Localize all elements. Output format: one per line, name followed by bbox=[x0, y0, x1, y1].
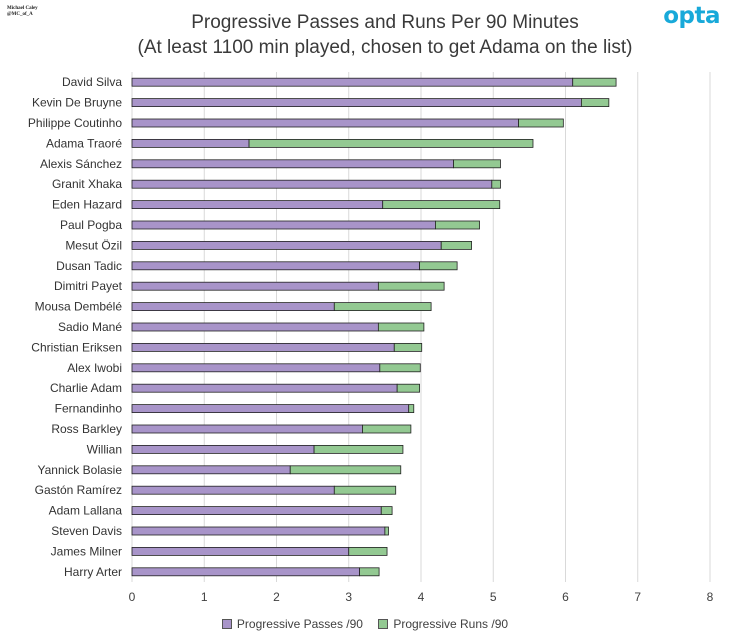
y-tick-label: Philippe Coutinho bbox=[28, 116, 122, 130]
bar-progressive-passes bbox=[131, 547, 350, 556]
bar-progressive-runs bbox=[379, 363, 421, 373]
bar-progressive-passes bbox=[131, 465, 291, 475]
x-tick-label-8: 8 bbox=[707, 590, 714, 604]
bar-progressive-runs bbox=[419, 261, 458, 271]
bar-progressive-runs bbox=[396, 383, 420, 393]
legend-swatch-runs bbox=[378, 618, 389, 629]
bar-progressive-runs bbox=[572, 77, 617, 87]
bar-progressive-passes bbox=[131, 342, 395, 352]
y-tick-label: David Silva bbox=[62, 75, 122, 89]
x-tick-label-6: 6 bbox=[562, 590, 569, 604]
y-tick-label: Alex Iwobi bbox=[67, 361, 122, 375]
bar-progressive-runs bbox=[518, 118, 564, 128]
y-tick-label: Adama Traoré bbox=[46, 136, 122, 150]
author-name: Michael Caley bbox=[7, 6, 38, 11]
x-tick-label-7: 7 bbox=[634, 590, 641, 604]
bar-progressive-passes bbox=[131, 383, 398, 393]
x-tick-label-1: 1 bbox=[201, 590, 208, 604]
y-tick-label: Eden Hazard bbox=[52, 198, 122, 212]
x-tick-label-2: 2 bbox=[273, 590, 280, 604]
bar-progressive-runs bbox=[440, 240, 472, 250]
bar-progressive-runs bbox=[380, 506, 393, 516]
y-tick-label: Sadio Mané bbox=[58, 320, 122, 334]
bar-progressive-runs bbox=[289, 465, 402, 475]
x-tick-label-3: 3 bbox=[345, 590, 352, 604]
bar-progressive-passes bbox=[131, 567, 360, 577]
y-tick-label: Harry Arter bbox=[64, 565, 122, 579]
bar-progressive-passes bbox=[131, 98, 582, 107]
bar-progressive-passes bbox=[131, 424, 363, 434]
bar-progressive-runs bbox=[393, 342, 423, 352]
y-tick-label: Kevin De Bruyne bbox=[32, 96, 122, 110]
bar-progressive-passes bbox=[131, 138, 250, 148]
legend-item-runs: Progressive Runs /90 bbox=[378, 617, 508, 631]
y-tick-label: Charlie Adam bbox=[50, 381, 122, 395]
bar-progressive-runs bbox=[313, 444, 404, 454]
y-tick-label: Fernandinho bbox=[55, 402, 123, 416]
y-tick-label: Willian bbox=[87, 442, 122, 456]
bar-progressive-passes bbox=[131, 118, 519, 128]
y-tick-label: Yannick Bolasie bbox=[38, 463, 123, 477]
legend: Progressive Passes /90 Progressive Runs … bbox=[0, 617, 730, 631]
y-tick-label: Christian Eriksen bbox=[31, 340, 122, 354]
y-tick-label: Paul Pogba bbox=[60, 218, 122, 232]
legend-label-runs: Progressive Runs /90 bbox=[393, 617, 509, 631]
bar-progressive-runs bbox=[333, 485, 397, 495]
bar-progressive-runs bbox=[248, 138, 534, 148]
chart-subtitle: (At least 1100 min played, chosen to get… bbox=[137, 37, 633, 58]
bar-progressive-runs bbox=[491, 179, 501, 189]
legend-label-passes: Progressive Passes /90 bbox=[236, 617, 363, 631]
y-tick-label: Gastón Ramírez bbox=[35, 483, 122, 497]
bar-progressive-passes bbox=[131, 444, 315, 454]
bar-progressive-runs bbox=[382, 200, 501, 210]
y-tick-label: Dusan Tadic bbox=[56, 259, 122, 273]
bar-progressive-runs bbox=[453, 159, 501, 169]
bar-progressive-passes bbox=[131, 485, 335, 495]
bar-progressive-passes bbox=[131, 302, 335, 312]
y-tick-label: Mousa Dembélé bbox=[35, 300, 123, 314]
x-tick-label-4: 4 bbox=[418, 590, 425, 604]
bar-progressive-runs bbox=[362, 424, 412, 434]
y-tick-label: Adam Lallana bbox=[49, 504, 123, 518]
y-tick-label: Dimitri Payet bbox=[54, 279, 123, 293]
author-credit: Michael Caley @MC_of_A bbox=[7, 6, 38, 18]
bar-progressive-runs bbox=[435, 220, 480, 230]
y-tick-label: Alexis Sánchez bbox=[40, 157, 122, 171]
bar-progressive-passes bbox=[131, 179, 493, 189]
y-tick-label: Granit Xhaka bbox=[52, 177, 122, 191]
y-tick-label: Steven Davis bbox=[51, 524, 122, 538]
bar-progressive-runs bbox=[377, 281, 445, 291]
bar-progressive-runs bbox=[384, 526, 389, 536]
bar-progressive-runs bbox=[408, 404, 415, 414]
bar-progressive-runs bbox=[377, 322, 425, 332]
bar-progressive-passes bbox=[131, 200, 384, 210]
x-tick-label-0: 0 bbox=[129, 590, 136, 604]
legend-swatch-passes bbox=[221, 618, 232, 629]
bar-progressive-passes bbox=[131, 281, 379, 291]
bar-progressive-runs bbox=[359, 567, 380, 577]
bar-progressive-runs bbox=[580, 98, 610, 107]
x-tick-label-5: 5 bbox=[490, 590, 497, 604]
bar-progressive-passes bbox=[131, 526, 386, 536]
author-handle: @MC_of_A bbox=[7, 12, 33, 17]
bar-progressive-passes bbox=[131, 240, 442, 250]
bar-progressive-runs bbox=[348, 547, 388, 556]
opta-logo: opta bbox=[663, 3, 720, 29]
bar-progressive-passes bbox=[131, 159, 454, 169]
y-tick-label: Ross Barkley bbox=[51, 422, 122, 436]
bar-progressive-passes bbox=[131, 77, 574, 87]
chart-title: Progressive Passes and Runs Per 90 Minut… bbox=[191, 12, 579, 33]
bar-progressive-passes bbox=[131, 220, 436, 230]
y-tick-label: James Milner bbox=[51, 544, 122, 558]
bar-progressive-passes bbox=[131, 506, 382, 516]
y-tick-label: Mesut Özil bbox=[65, 238, 122, 252]
bar-progressive-passes bbox=[131, 261, 420, 271]
bar-progressive-passes bbox=[131, 404, 410, 414]
legend-item-passes: Progressive Passes /90 bbox=[221, 617, 363, 631]
bar-progressive-passes bbox=[131, 322, 379, 332]
bar-progressive-passes bbox=[131, 363, 381, 373]
bar-progressive-runs bbox=[333, 302, 432, 312]
